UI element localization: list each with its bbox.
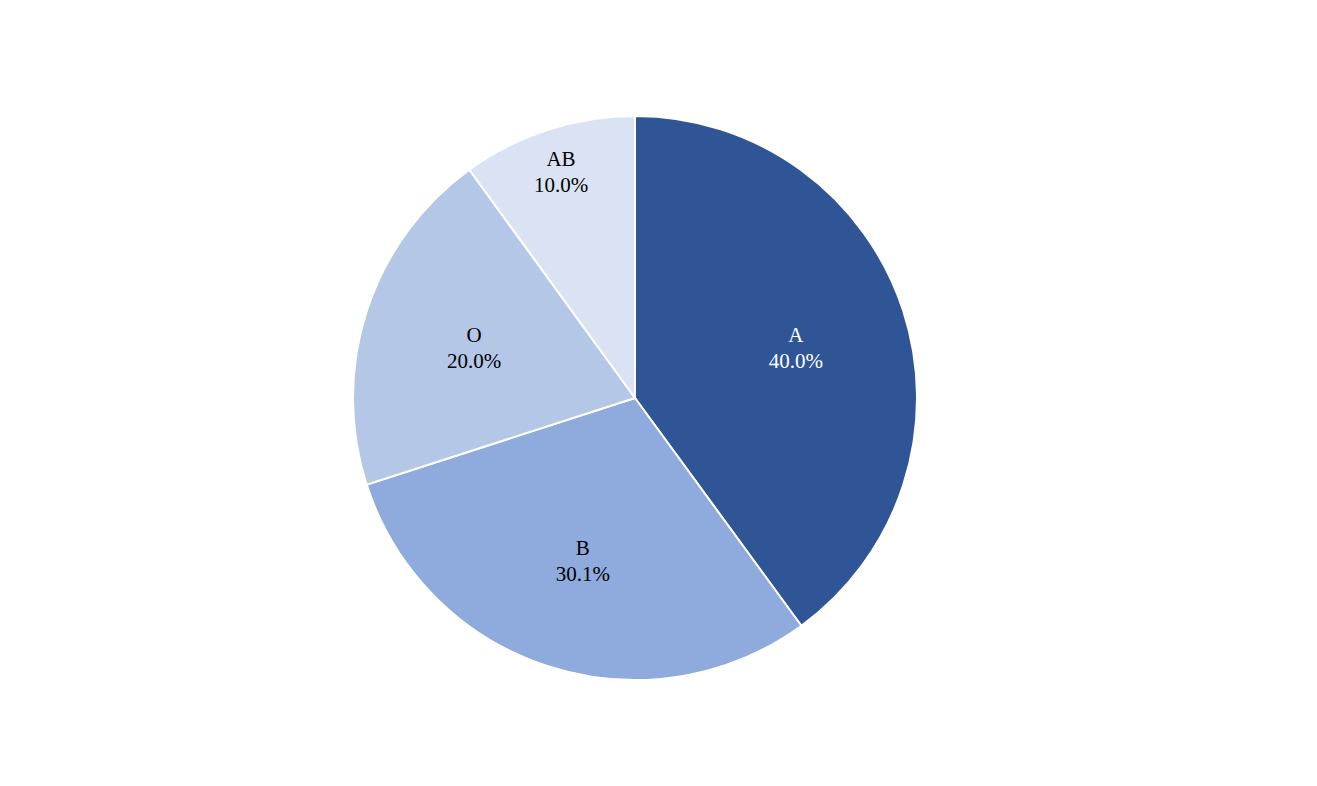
category-label: B: [576, 536, 590, 560]
data-label: 10.0%: [534, 173, 588, 197]
data-label: 40.0%: [769, 349, 823, 373]
chart: A40.0% B30.1% O20.0% AB10.0%: [0, 0, 1317, 786]
slices: [353, 116, 917, 680]
data-label: 30.1%: [556, 562, 610, 586]
category-label: A: [788, 323, 804, 347]
data-label: 20.0%: [447, 349, 501, 373]
labels: A40.0% B30.1% O20.0% AB10.0%: [447, 147, 823, 586]
category-label: O: [467, 323, 482, 347]
category-label: AB: [546, 147, 575, 171]
